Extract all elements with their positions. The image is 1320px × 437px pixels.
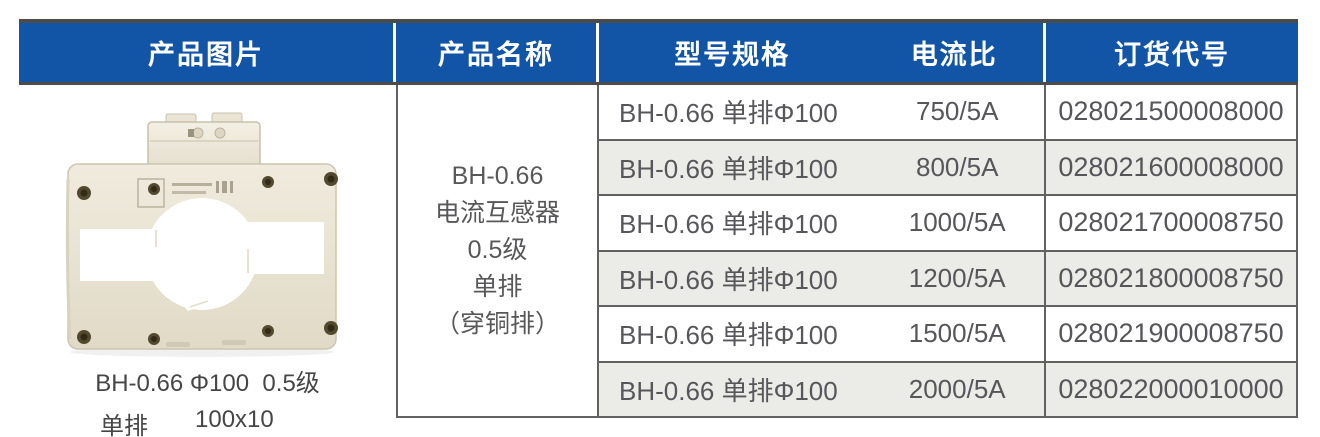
current-ratio: 1200/5A — [908, 262, 1006, 293]
table-row: BH-0.66 单排Φ100 1500/5A 028021900008750 — [599, 307, 1296, 363]
model-spec-cell: BH-0.66 单排Φ100 750/5A — [599, 85, 1044, 139]
model-spec: BH-0.66 单排Φ100 — [619, 375, 838, 406]
current-ratio: 800/5A — [916, 151, 999, 182]
table-header-row: 产品图片 产品名称 型号规格 电流比 订货代号 — [19, 19, 1298, 85]
header-product-image: 产品图片 — [19, 23, 396, 82]
header-model-and-ratio: 型号规格 电流比 — [599, 23, 1046, 82]
photo-caption: BH-0.66 Φ100 0.5级 单排 100x10 — [19, 363, 396, 437]
order-code-cell: 028021500008000 — [1044, 85, 1296, 139]
table-row: BH-0.66 单排Φ100 1200/5A 028021800008750 — [599, 251, 1296, 307]
table-row: BH-0.66 单排Φ100 1000/5A 028021700008750 — [599, 196, 1296, 252]
current-transformer-photo — [65, 112, 338, 357]
product-name-line: BH-0.66 — [451, 162, 544, 190]
product-table: 产品图片 产品名称 型号规格 电流比 订货代号 — [19, 19, 1298, 437]
model-spec-cell: BH-0.66 单排Φ100 2000/5A — [599, 363, 1044, 417]
current-ratio: 2000/5A — [908, 373, 1006, 404]
model-spec: BH-0.66 单排Φ100 — [619, 320, 838, 351]
model-spec: BH-0.66 单排Φ100 — [619, 209, 838, 240]
photo-caption-type: 单排 — [100, 413, 148, 437]
model-spec: BH-0.66 单排Φ100 — [619, 98, 838, 129]
table-body: BH-0.66 Φ100 0.5级 单排 100x10 BH-0.66 电流互感… — [19, 85, 1298, 437]
product-name-line: 0.5级 — [467, 236, 528, 264]
product-name-line: 单排 — [472, 273, 523, 301]
product-name-cell: BH-0.66 电流互感器 0.5级 单排 （穿铜排） — [396, 85, 599, 418]
photo-caption-line1: BH-0.66 Φ100 0.5级 — [95, 370, 320, 397]
order-code-cell: 028022000010000 — [1044, 362, 1296, 416]
table-row: BH-0.66 单排Φ100 2000/5A 028022000010000 — [599, 362, 1296, 418]
model-spec-cell: BH-0.66 单排Φ100 1500/5A — [599, 307, 1044, 361]
photo-caption-line2: 单排 100x10 — [19, 406, 396, 437]
current-ratio: 750/5A — [916, 96, 999, 127]
header-current-ratio: 电流比 — [910, 40, 998, 70]
order-code-cell: 028021600008000 — [1044, 140, 1296, 194]
order-code-cell: 028021900008750 — [1044, 307, 1296, 361]
order-code-cell: 028021800008750 — [1044, 251, 1296, 305]
model-spec: BH-0.66 单排Φ100 — [619, 264, 838, 295]
current-ratio: 1500/5A — [908, 318, 1006, 349]
product-name-line: 电流互感器 — [434, 199, 560, 227]
header-product-name: 产品名称 — [396, 23, 599, 82]
table-row: BH-0.66 单排Φ100 800/5A 028021600008000 — [599, 140, 1296, 196]
model-spec-cell: BH-0.66 单排Φ100 800/5A — [599, 141, 1044, 195]
photo-caption-size: 100x10 — [195, 406, 274, 433]
header-model-spec: 型号规格 — [674, 40, 791, 70]
spec-rows: BH-0.66 单排Φ100 750/5A 028021500008000 BH… — [599, 85, 1298, 418]
product-image-cell: BH-0.66 Φ100 0.5级 单排 100x10 — [19, 85, 396, 437]
order-code-cell: 028021700008750 — [1044, 196, 1296, 250]
table-row: BH-0.66 单排Φ100 750/5A 028021500008000 — [599, 85, 1296, 141]
product-name-line: （穿铜排） — [434, 310, 560, 338]
model-spec: BH-0.66 单排Φ100 — [619, 153, 838, 184]
header-order-code: 订货代号 — [1114, 40, 1230, 70]
current-ratio: 1000/5A — [908, 207, 1006, 238]
model-spec-cell: BH-0.66 单排Φ100 1200/5A — [599, 252, 1044, 306]
model-spec-cell: BH-0.66 单排Φ100 1000/5A — [599, 196, 1044, 250]
